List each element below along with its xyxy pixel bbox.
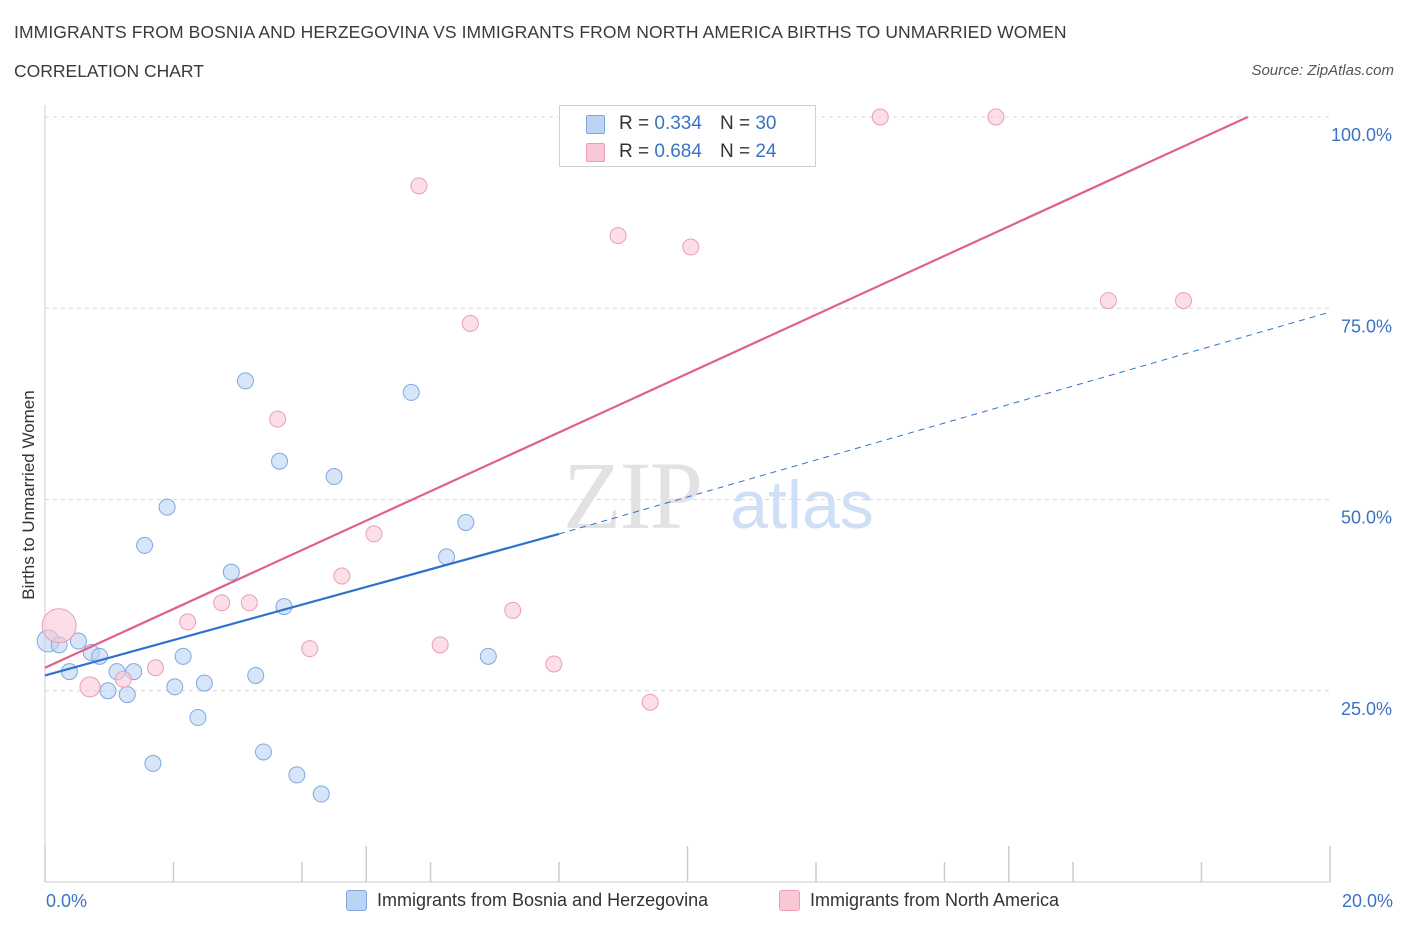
legend-n-value: 24: [755, 141, 777, 162]
bosnia-point: [402, 383, 420, 401]
north-america-point: [240, 594, 258, 612]
north-america-point: [1099, 292, 1117, 310]
x-tick-label-max: 20.0%: [1342, 891, 1393, 911]
legend-swatch-pink: [586, 142, 605, 162]
north-america-point: [871, 108, 889, 126]
north-america-point: [641, 693, 659, 711]
legend-row-north-america: R = 0.684 N = 24: [586, 140, 776, 164]
source-credit: Source: ZipAtlas.com: [1251, 62, 1394, 79]
bosnia-point: [271, 452, 289, 470]
bosnia-point: [166, 678, 184, 696]
chart-title: IMMIGRANTS FROM BOSNIA AND HERZEGOVINA V…: [14, 22, 1067, 42]
series-legend-bosnia[interactable]: Immigrants from Bosnia and Herzegovina: [346, 890, 708, 911]
bosnia-point: [99, 682, 117, 700]
y-axis-label: Births to Unmarried Women: [19, 390, 38, 600]
bosnia-point: [479, 647, 497, 665]
bosnia-point: [158, 498, 176, 516]
north-america-point: [609, 227, 627, 245]
north-america-point: [114, 670, 132, 688]
series-swatch-pink: [779, 890, 800, 911]
legend-r-value: 0.684: [654, 141, 702, 162]
bosnia-point: [247, 666, 265, 684]
north-america-point: [269, 410, 287, 428]
bosnia-trend-line-extrapolated: [558, 311, 1331, 535]
north-america-point: [504, 601, 522, 619]
bosnia-point: [457, 513, 475, 531]
north-america-point: [301, 640, 319, 658]
watermark-zip: ZIP: [563, 442, 701, 549]
bosnia-point: [174, 647, 192, 665]
north-america-trend-line: [44, 115, 1249, 669]
grid-layer: [45, 116, 1330, 692]
watermark-atlas: atlas: [730, 467, 874, 543]
chart-subtitle: CORRELATION CHART: [14, 61, 204, 81]
bosnia-point: [236, 372, 254, 390]
legend-swatch-blue: [586, 114, 605, 134]
legend-n-label: N =: [719, 141, 751, 162]
bosnia-point: [325, 468, 343, 486]
bosnia-point: [118, 686, 136, 704]
north-america-point: [545, 655, 563, 673]
north-america-point: [410, 177, 428, 195]
bosnia-point: [189, 709, 207, 727]
series-legend-north-america[interactable]: Immigrants from North America: [779, 890, 1059, 911]
bosnia-point: [288, 766, 306, 784]
north-america-point: [213, 594, 231, 612]
legend-r-label: R =: [619, 113, 650, 134]
legend-n-value: 30: [755, 113, 777, 134]
north-america-point: [461, 315, 479, 333]
bosnia-point: [144, 754, 162, 772]
y-tick-label: 100.0%: [1331, 125, 1392, 145]
axis-layer: [44, 105, 1331, 883]
legend-r-label: R =: [619, 141, 650, 162]
bosnia-point: [60, 663, 78, 681]
y-tick-label: 75.0%: [1341, 316, 1392, 336]
watermark: ZIP atlas: [563, 442, 874, 549]
north-america-point: [41, 608, 77, 644]
x-tick-label-min: 0.0%: [46, 891, 87, 911]
series-name-north-america: Immigrants from North America: [810, 890, 1060, 910]
series-swatch-blue: [346, 890, 367, 911]
bosnia-point: [254, 743, 272, 761]
bosnia-point: [195, 674, 213, 692]
north-america-point: [147, 659, 165, 677]
y-tick-label: 50.0%: [1341, 508, 1392, 528]
legend-n-label: N =: [719, 113, 751, 134]
tick-labels: 25.0% 50.0% 75.0% 100.0% 0.0% 20.0%: [46, 125, 1393, 911]
bosnia-point: [136, 536, 154, 554]
bosnia-point: [312, 785, 330, 803]
y-tick-label: 25.0%: [1341, 699, 1392, 719]
bosnia-point: [69, 632, 87, 650]
north-america-point: [1175, 292, 1193, 310]
north-america-point: [987, 108, 1005, 126]
north-america-point: [179, 613, 197, 631]
points-layer: [36, 108, 1193, 803]
north-america-point: [365, 525, 383, 543]
legend-row-bosnia: R = 0.334 N = 30: [586, 112, 776, 136]
bosnia-trend-line: [44, 532, 560, 677]
north-america-point: [431, 636, 449, 654]
north-america-point: [333, 567, 351, 585]
legend-r-value: 0.334: [654, 113, 702, 134]
north-america-point: [682, 238, 700, 256]
north-america-point: [79, 676, 101, 698]
series-name-bosnia: Immigrants from Bosnia and Herzegovina: [377, 890, 709, 910]
correlation-legend: R = 0.334 N = 30 R = 0.684 N = 24: [559, 105, 816, 167]
bosnia-point: [222, 563, 240, 581]
trend-layer: [44, 115, 1331, 677]
